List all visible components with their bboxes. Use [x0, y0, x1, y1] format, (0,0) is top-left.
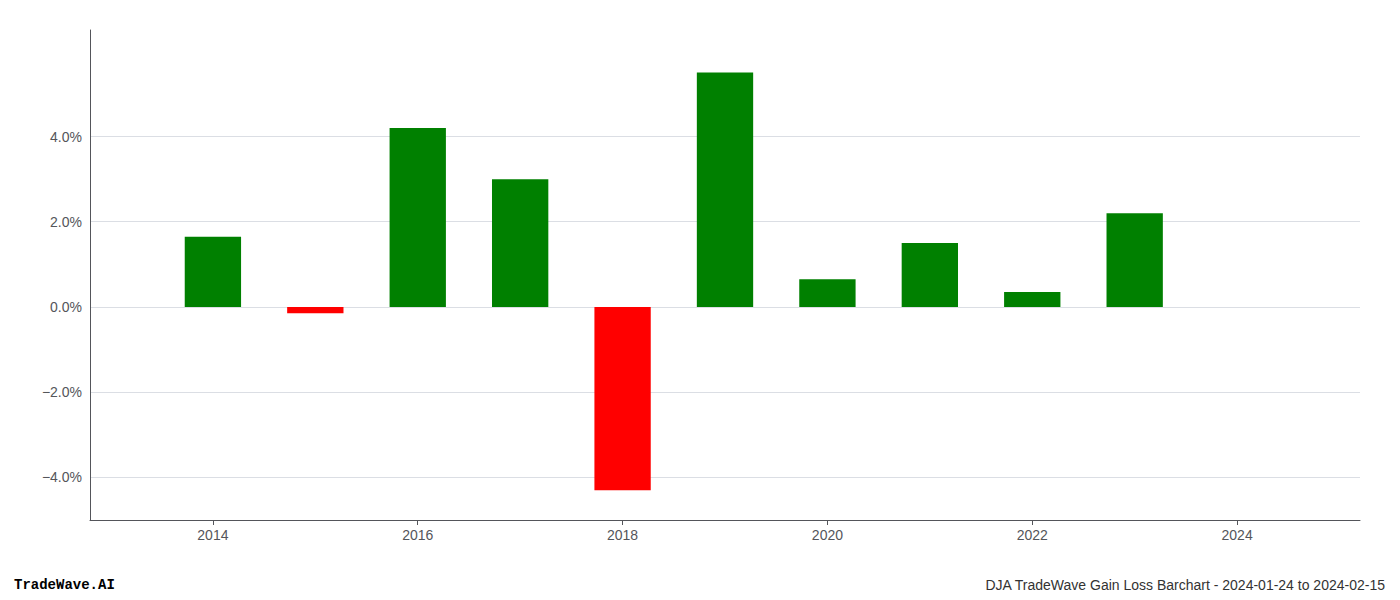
svg-text:−2.0%: −2.0%	[42, 384, 82, 400]
svg-text:2020: 2020	[812, 527, 843, 543]
svg-text:2022: 2022	[1017, 527, 1048, 543]
svg-text:2024: 2024	[1222, 527, 1253, 543]
svg-text:0.0%: 0.0%	[50, 299, 82, 315]
svg-text:2018: 2018	[607, 527, 638, 543]
svg-text:TradeWave.AI: TradeWave.AI	[14, 577, 115, 593]
svg-text:4.0%: 4.0%	[50, 129, 82, 145]
svg-text:2016: 2016	[402, 527, 433, 543]
svg-text:DJA TradeWave Gain Loss Barcha: DJA TradeWave Gain Loss Barchart - 2024-…	[985, 577, 1385, 593]
svg-text:2.0%: 2.0%	[50, 214, 82, 230]
svg-text:2014: 2014	[197, 527, 228, 543]
svg-text:−4.0%: −4.0%	[42, 469, 82, 485]
